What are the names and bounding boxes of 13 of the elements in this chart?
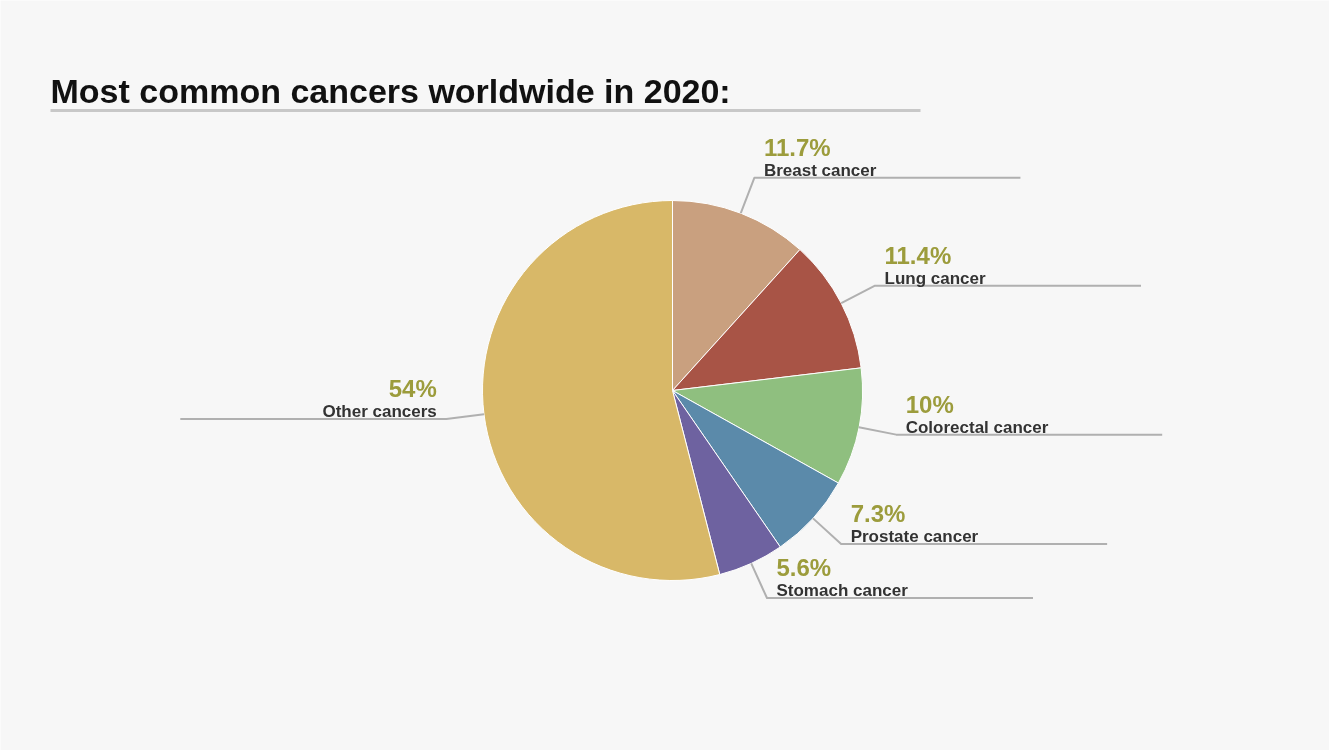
slice-label: Breast cancer bbox=[763, 160, 877, 180]
data-label: 5.6% bbox=[776, 554, 832, 582]
data-label: 11.4% bbox=[884, 241, 952, 269]
slice-label: Other cancers bbox=[322, 401, 437, 421]
slice-label: Prostate cancer bbox=[850, 526, 979, 546]
chart-title: Most common cancers worldwide in 2020: bbox=[50, 71, 731, 110]
slice-label: Lung cancer bbox=[884, 268, 986, 288]
data-label: 54% bbox=[388, 375, 437, 403]
slice-label: Stomach cancer bbox=[776, 580, 909, 600]
data-label: 7.3% bbox=[850, 500, 906, 528]
data-label: 10% bbox=[905, 390, 954, 418]
slice-label: Colorectal cancer bbox=[905, 417, 1049, 437]
data-label: 11.7% bbox=[763, 133, 831, 161]
